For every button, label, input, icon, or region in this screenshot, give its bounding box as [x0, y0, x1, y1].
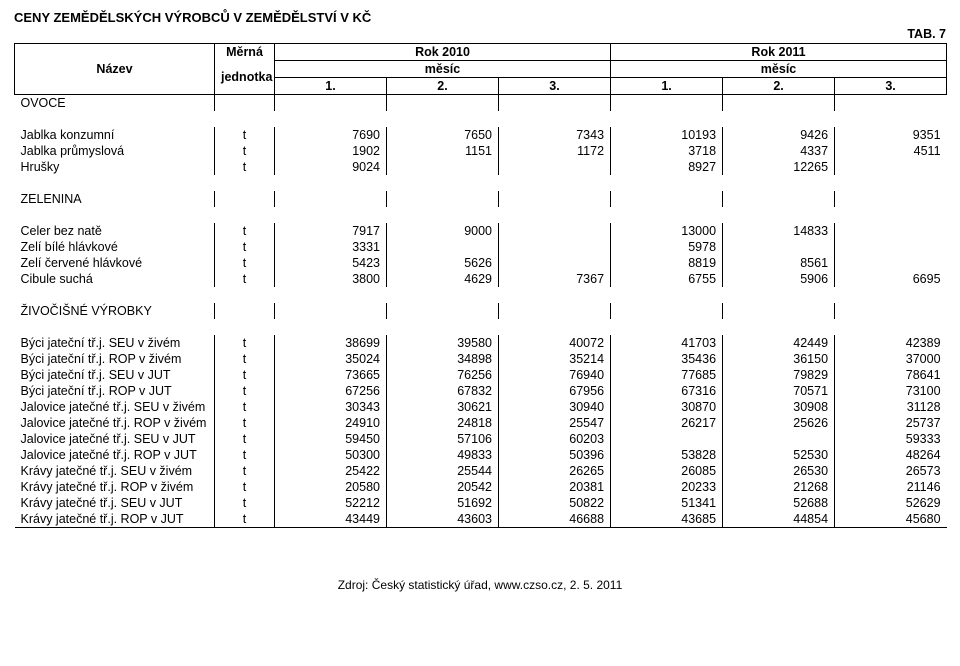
col-header-month-2011: měsíc [611, 61, 947, 78]
data-table: Název Měrná Rok 2010 Rok 2011 jednotka m… [14, 43, 947, 528]
col-header-2010-m2: 2. [387, 78, 499, 95]
col-header-2011-m2: 2. [723, 78, 835, 95]
spacer [15, 175, 947, 191]
col-header-year-2011: Rok 2011 [611, 44, 947, 61]
table-row: Zelí bílé hlávkové t 3331 5978 [15, 239, 947, 255]
table-row: Krávy jatečné tř.j. ROP v JUT t 43449 43… [15, 511, 947, 528]
col-header-year-2010: Rok 2010 [275, 44, 611, 61]
header-row-years: Název Měrná Rok 2010 Rok 2011 [15, 44, 947, 61]
spacer [15, 207, 947, 223]
table-row: Jalovice jatečné tř.j. SEU v živém t 303… [15, 399, 947, 415]
col-header-2010-m1: 1. [275, 78, 387, 95]
table-row: Hrušky t 9024 8927 12265 [15, 159, 947, 175]
table-row: Zelí červené hlávkové t 5423 5626 8819 8… [15, 255, 947, 271]
table-row: Jalovice jatečné tř.j. SEU v JUT t 59450… [15, 431, 947, 447]
section-label: ŽIVOČIŠNÉ VÝROBKY [15, 303, 215, 319]
spacer [15, 287, 947, 303]
table-row: Býci jateční tř.j. ROP v živém t 35024 3… [15, 351, 947, 367]
col-header-name: Název [15, 44, 215, 95]
section-ovoce: OVOCE [15, 95, 947, 112]
section-zelenina: ZELENINA [15, 191, 947, 207]
table-row: Jablka průmyslová t 1902 1151 1172 3718 … [15, 143, 947, 159]
section-label: ZELENINA [15, 191, 215, 207]
col-header-unit-line2: jednotka [215, 61, 275, 95]
table-number: TAB. 7 [14, 27, 946, 41]
page-title: CENY ZEMĚDĚLSKÝCH VÝROBCŮ V ZEMĚDĚLSTVÍ … [14, 10, 946, 25]
col-header-month-2010: měsíc [275, 61, 611, 78]
spacer [15, 319, 947, 335]
footer-source: Zdroj: Český statistický úřad, www.czso.… [14, 578, 946, 592]
table-row: Jalovice jatečné tř.j. ROP v JUT t 50300… [15, 447, 947, 463]
col-header-2011-m3: 3. [835, 78, 947, 95]
col-header-unit-line1: Měrná [215, 44, 275, 61]
section-zivocisne: ŽIVOČIŠNÉ VÝROBKY [15, 303, 947, 319]
table-row: Jablka konzumní t 7690 7650 7343 10193 9… [15, 127, 947, 143]
table-row: Jalovice jatečné tř.j. ROP v živém t 249… [15, 415, 947, 431]
spacer [15, 111, 947, 127]
section-label: OVOCE [15, 95, 215, 112]
table-row: Býci jateční tř.j. ROP v JUT t 67256 678… [15, 383, 947, 399]
table-row: Celer bez natě t 7917 9000 13000 14833 [15, 223, 947, 239]
table-row: Cibule suchá t 3800 4629 7367 6755 5906 … [15, 271, 947, 287]
table-row: Krávy jatečné tř.j. SEU v živém t 25422 … [15, 463, 947, 479]
col-header-2010-m3: 3. [499, 78, 611, 95]
table-row: Krávy jatečné tř.j. SEU v JUT t 52212 51… [15, 495, 947, 511]
table-row: Býci jateční tř.j. SEU v JUT t 73665 762… [15, 367, 947, 383]
col-header-2011-m1: 1. [611, 78, 723, 95]
table-row: Krávy jatečné tř.j. ROP v živém t 20580 … [15, 479, 947, 495]
table-row: Býci jateční tř.j. SEU v živém t 38699 3… [15, 335, 947, 351]
